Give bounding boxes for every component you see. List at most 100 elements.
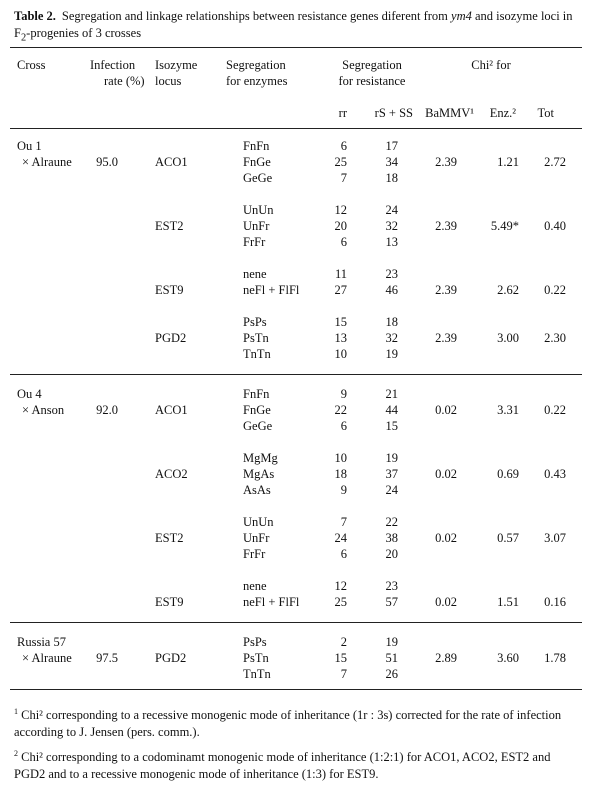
chi-tot: 1.78 xyxy=(544,651,566,665)
isozyme-locus: ACO1 xyxy=(155,403,188,417)
footnote-marker: 1 xyxy=(14,707,18,716)
isozyme-locus: EST9 xyxy=(155,595,184,609)
chi-bammv: 2.89 xyxy=(435,651,457,665)
rs-ss-count: 32 xyxy=(385,219,399,233)
enzyme-genotype: neFl + FlFl xyxy=(243,283,300,297)
cross-name: Russia 57 xyxy=(17,635,66,649)
rs-ss-count: 18 xyxy=(385,171,399,185)
rs-ss-count: 37 xyxy=(385,467,399,481)
rr-count: 6 xyxy=(340,419,347,433)
infection-rate: 92.0 xyxy=(96,403,118,417)
cross-name: × Alraune xyxy=(22,155,72,169)
chi-bammv: 2.39 xyxy=(435,155,457,169)
header: rate (%) xyxy=(104,74,145,88)
rs-ss-count: 38 xyxy=(385,531,399,545)
header: Segregation xyxy=(342,58,402,72)
chi-enz: 1.51 xyxy=(497,595,519,609)
enzyme-genotype: AsAs xyxy=(243,483,271,497)
rs-ss-count: 17 xyxy=(385,139,399,153)
rr-count: 7 xyxy=(340,515,347,529)
table-title: Table 2. Segregation and linkage relation… xyxy=(14,8,584,47)
rr-count: 12 xyxy=(334,203,348,217)
isozyme-locus: EST9 xyxy=(155,283,184,297)
rr-count: 2 xyxy=(340,635,347,649)
rs-ss-count: 57 xyxy=(385,595,399,609)
rr-count: 6 xyxy=(340,547,347,561)
enzyme-genotype: FnGe xyxy=(243,403,271,417)
enzyme-genotype: MgAs xyxy=(243,467,275,481)
header: Segregation xyxy=(226,58,286,72)
rs-ss-count: 34 xyxy=(385,155,399,169)
header: rr xyxy=(338,106,347,120)
infection-rate: 97.5 xyxy=(96,651,118,665)
title-subscript: 2 xyxy=(20,32,27,44)
isozyme-locus: PGD2 xyxy=(155,331,187,345)
rs-ss-count: 24 xyxy=(385,483,399,497)
cross-name: × Anson xyxy=(22,403,65,417)
chi-enz: 3.31 xyxy=(497,403,519,417)
rs-ss-count: 18 xyxy=(385,315,399,329)
isozyme-locus: EST2 xyxy=(155,531,184,545)
chi-tot: 0.22 xyxy=(544,403,566,417)
rr-count: 15 xyxy=(334,315,348,329)
chi-enz: 3.60 xyxy=(497,651,519,665)
chi-tot: 0.16 xyxy=(544,595,566,609)
footnote-text: Chi² corresponding to a recessive monoge… xyxy=(14,708,562,740)
enzyme-genotype: FnFn xyxy=(243,387,270,401)
rs-ss-count: 19 xyxy=(385,635,399,649)
rr-count: 9 xyxy=(340,387,347,401)
title-italic: ym4 xyxy=(451,9,472,23)
header: Enz.² xyxy=(489,106,516,120)
rr-count: 15 xyxy=(334,651,348,665)
header: Isozyme xyxy=(155,58,198,72)
rs-ss-count: 44 xyxy=(385,403,399,417)
chi-tot: 3.07 xyxy=(544,531,566,545)
enzyme-genotype: PsPs xyxy=(243,635,267,649)
rs-ss-count: 51 xyxy=(385,651,399,665)
enzyme-genotype: GeGe xyxy=(243,171,273,185)
rs-ss-count: 19 xyxy=(385,347,399,361)
rr-count: 11 xyxy=(334,267,347,281)
rr-count: 25 xyxy=(334,595,348,609)
enzyme-genotype: FrFr xyxy=(243,547,266,561)
header: locus xyxy=(155,74,182,88)
rule xyxy=(10,689,582,690)
isozyme-locus: PGD2 xyxy=(155,651,187,665)
rs-ss-count: 19 xyxy=(385,451,399,465)
header: for enzymes xyxy=(226,74,288,88)
rr-count: 9 xyxy=(340,483,347,497)
rr-count: 7 xyxy=(340,667,347,681)
rs-ss-count: 46 xyxy=(385,283,399,297)
title-text: and isozyme loci in F xyxy=(14,9,573,40)
enzyme-genotype: FnGe xyxy=(243,155,271,169)
rs-ss-count: 26 xyxy=(385,667,399,681)
chi-enz: 5.49* xyxy=(490,219,519,233)
chi-enz: 1.21 xyxy=(497,155,519,169)
enzyme-genotype: UnFr xyxy=(243,219,270,233)
cross-name: × Alraune xyxy=(22,651,72,665)
rr-count: 10 xyxy=(334,451,348,465)
header: BaMMV¹ xyxy=(425,106,474,120)
rule xyxy=(10,47,582,48)
chi-enz: 2.62 xyxy=(497,283,519,297)
rule xyxy=(10,374,582,375)
infection-rate: 95.0 xyxy=(96,155,118,169)
header: Tot xyxy=(537,106,555,120)
chi-enz: 0.57 xyxy=(497,531,519,545)
rule xyxy=(10,622,582,623)
chi-bammv: 2.39 xyxy=(435,283,457,297)
header: Infection xyxy=(90,58,136,72)
chi-tot: 0.40 xyxy=(544,219,566,233)
rr-count: 22 xyxy=(334,403,348,417)
isozyme-locus: ACO2 xyxy=(155,467,188,481)
rr-count: 25 xyxy=(334,155,348,169)
chi-tot: 2.72 xyxy=(544,155,566,169)
enzyme-genotype: UnUn xyxy=(243,203,274,217)
chi-bammv: 2.39 xyxy=(435,331,457,345)
enzyme-genotype: TnTn xyxy=(243,667,271,681)
rr-count: 13 xyxy=(334,331,348,345)
rs-ss-count: 20 xyxy=(385,547,399,561)
chi-enz: 3.00 xyxy=(497,331,519,345)
title-text: Segregation and linkage relationships be… xyxy=(61,9,452,23)
